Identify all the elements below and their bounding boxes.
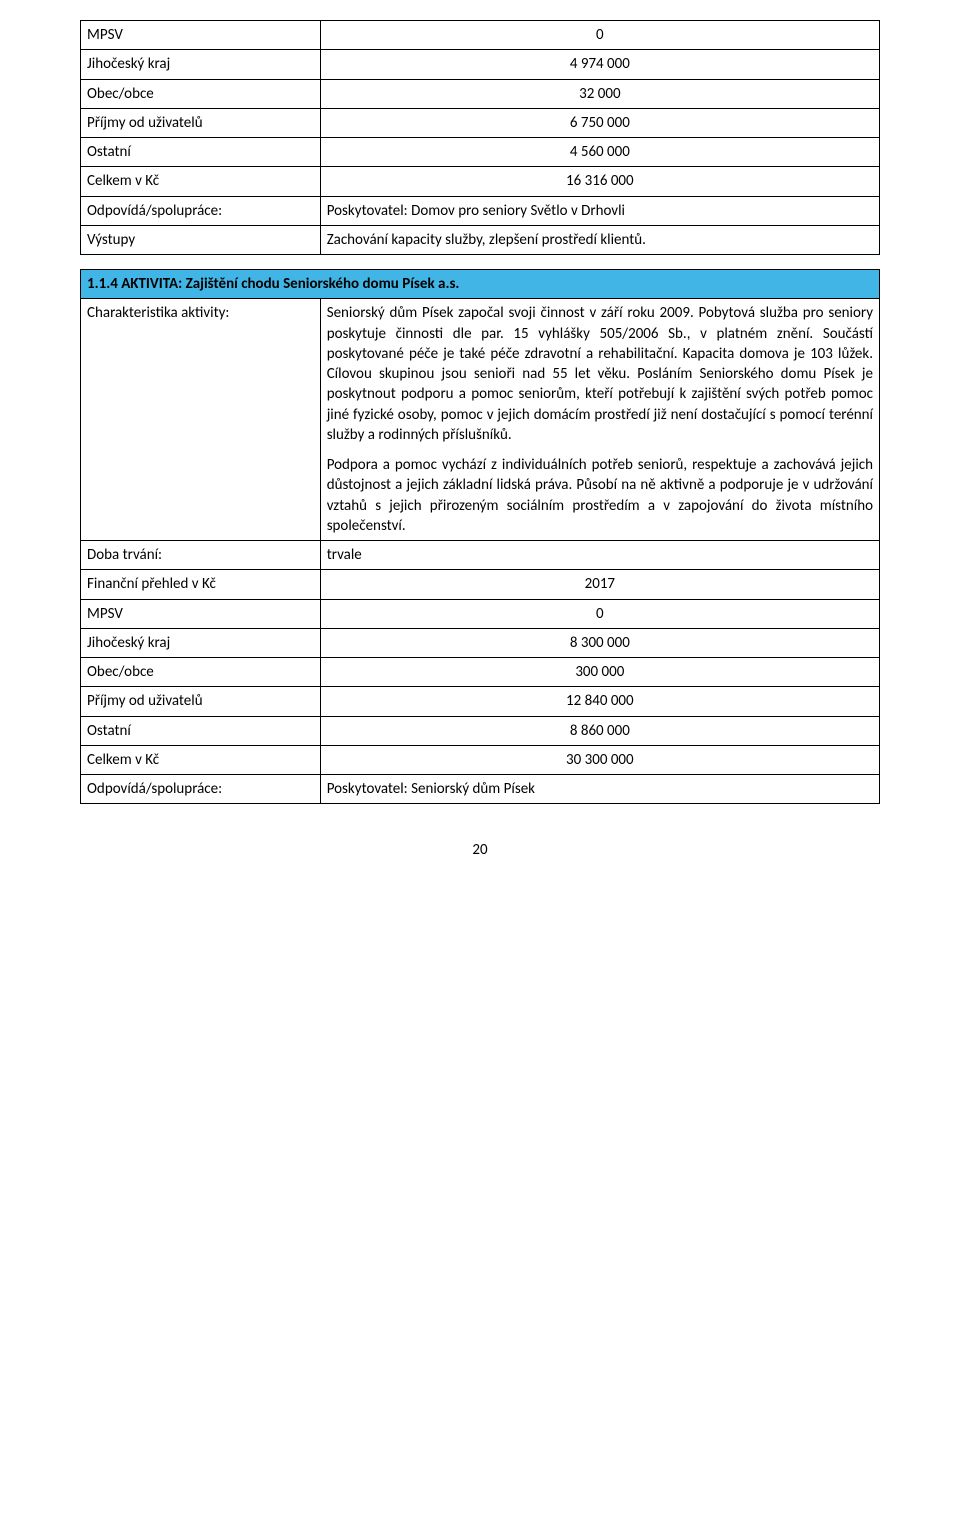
table-row: Ostatní 8 860 000 (81, 716, 880, 745)
table-row: Odpovídá/spolupráce: Poskytovatel: Senio… (81, 775, 880, 804)
activity-header-row: 1.1.4 AKTIVITA: Zajištění chodu Seniorsk… (81, 270, 880, 299)
cell-value: 0 (320, 599, 879, 628)
cell-value: Poskytovatel: Domov pro seniory Světlo v… (320, 196, 879, 225)
cell-value: 6 750 000 (320, 108, 879, 137)
paragraph-gap (327, 445, 873, 455)
activity-body-para2: Podpora a pomoc vychází z individuálních… (327, 455, 873, 536)
cell-label: Celkem v Kč (81, 745, 321, 774)
cell-label: Výstupy (81, 225, 321, 254)
table-row: Příjmy od uživatelů 12 840 000 (81, 687, 880, 716)
cell-value: 30 300 000 (320, 745, 879, 774)
cell-value: 4 974 000 (320, 50, 879, 79)
cell-value: 2017 (320, 570, 879, 599)
cell-label: Odpovídá/spolupráce: (81, 775, 321, 804)
cell-label: Obec/obce (81, 658, 321, 687)
cell-label: Charakteristika aktivity: (81, 299, 321, 541)
table-row: Finanční přehled v Kč 2017 (81, 570, 880, 599)
cell-label: MPSV (81, 599, 321, 628)
cell-label: Finanční přehled v Kč (81, 570, 321, 599)
page: MPSV 0 Jihočeský kraj 4 974 000 Obec/obc… (40, 0, 920, 891)
table-activity: 1.1.4 AKTIVITA: Zajištění chodu Seniorsk… (80, 269, 880, 804)
table-row: Jihočeský kraj 4 974 000 (81, 50, 880, 79)
cell-value: 32 000 (320, 79, 879, 108)
page-number: 20 (80, 840, 880, 860)
table-row: MPSV 0 (81, 21, 880, 50)
cell-value: Seniorský dům Písek započal svoji činnos… (320, 299, 879, 541)
cell-value: Poskytovatel: Seniorský dům Písek (320, 775, 879, 804)
table-row: Obec/obce 32 000 (81, 79, 880, 108)
cell-value: 8 300 000 (320, 628, 879, 657)
cell-label: Obec/obce (81, 79, 321, 108)
table-row: Odpovídá/spolupráce: Poskytovatel: Domov… (81, 196, 880, 225)
activity-title: 1.1.4 AKTIVITA: Zajištění chodu Seniorsk… (81, 270, 880, 299)
cell-value: 0 (320, 21, 879, 50)
table-row: Celkem v Kč 16 316 000 (81, 167, 880, 196)
table-row: Výstupy Zachování kapacity služby, zlepš… (81, 225, 880, 254)
spacer (80, 255, 880, 269)
cell-value: Zachování kapacity služby, zlepšení pros… (320, 225, 879, 254)
table-row: Příjmy od uživatelů 6 750 000 (81, 108, 880, 137)
cell-label: Odpovídá/spolupráce: (81, 196, 321, 225)
cell-value: 12 840 000 (320, 687, 879, 716)
cell-label: Celkem v Kč (81, 167, 321, 196)
table-row: Ostatní 4 560 000 (81, 138, 880, 167)
table-top: MPSV 0 Jihočeský kraj 4 974 000 Obec/obc… (80, 20, 880, 255)
cell-label: Ostatní (81, 716, 321, 745)
table-row: MPSV 0 (81, 599, 880, 628)
cell-label: Ostatní (81, 138, 321, 167)
cell-value: 16 316 000 (320, 167, 879, 196)
cell-label: Jihočeský kraj (81, 50, 321, 79)
cell-value: 300 000 (320, 658, 879, 687)
cell-label: Příjmy od uživatelů (81, 108, 321, 137)
cell-value: 4 560 000 (320, 138, 879, 167)
cell-label: Doba trvání: (81, 541, 321, 570)
cell-label: MPSV (81, 21, 321, 50)
cell-label: Příjmy od uživatelů (81, 687, 321, 716)
table-row: Obec/obce 300 000 (81, 658, 880, 687)
cell-value: trvale (320, 541, 879, 570)
cell-label: Jihočeský kraj (81, 628, 321, 657)
table-row: Jihočeský kraj 8 300 000 (81, 628, 880, 657)
cell-value: 8 860 000 (320, 716, 879, 745)
table-row: Celkem v Kč 30 300 000 (81, 745, 880, 774)
table-row: Charakteristika aktivity: Seniorský dům … (81, 299, 880, 541)
table-row: Doba trvání: trvale (81, 541, 880, 570)
activity-body-para1: Seniorský dům Písek započal svoji činnos… (327, 303, 873, 445)
